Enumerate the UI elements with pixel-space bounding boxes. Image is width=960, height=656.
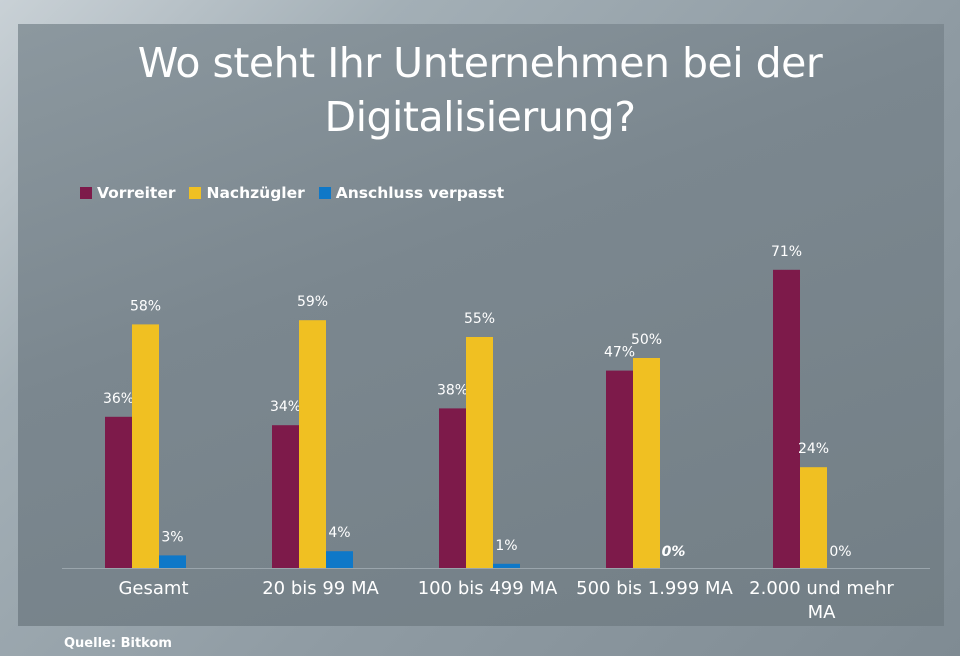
bar-vorreiter-100-bis-499-ma [439, 408, 466, 568]
legend-item-vorreiter: Vorreiter [80, 184, 175, 202]
bar-nachzuegler-20-bis-99-ma [299, 320, 326, 568]
legend-item-nachzuegler: Nachzügler [189, 184, 305, 202]
legend: Vorreiter Nachzügler Anschluss verpasst [80, 182, 518, 204]
bar-vorreiter-gesamt [105, 416, 132, 568]
legend-item-anschluss-verpasst: Anschluss verpasst [318, 184, 505, 202]
bar-anschluss-verpasst-20-bis-99-ma [326, 551, 353, 568]
category-label-20-bis-99-ma: 20 bis 99 MA [262, 578, 379, 599]
value-label-nachzuegler-100-bis-499-ma: 55% [464, 311, 495, 327]
legend-label-nachzuegler: Nachzügler [206, 184, 305, 202]
legend-swatch-nachzuegler [189, 187, 202, 199]
bar-vorreiter-500-bis-1-999-ma [606, 370, 633, 568]
chart-title: Wo steht Ihr Unternehmen bei der Digital… [0, 36, 960, 144]
bar-nachzuegler-2-000-und-mehr-ma [800, 467, 827, 568]
legend-swatch-vorreiter [80, 187, 92, 199]
value-label-vorreiter-20-bis-99-ma: 34% [270, 399, 301, 415]
source-note: Quelle: Bitkom [64, 636, 172, 651]
value-label-anschluss-verpasst-100-bis-499-ma: 1% [495, 538, 517, 554]
chart-title-line-1: Wo steht Ihr Unternehmen bei der [137, 39, 823, 87]
value-label-anschluss-verpasst-500-bis-1-999-ma: 0% [662, 544, 686, 560]
value-label-nachzuegler-500-bis-1-999-ma: 50% [631, 332, 662, 348]
legend-swatch-anschluss-verpasst [318, 187, 331, 199]
value-label-vorreiter-gesamt: 36% [103, 391, 134, 407]
category-label-100-bis-499-ma: 100 bis 499 MA [418, 578, 558, 599]
category-label-gesamt: Gesamt [118, 578, 188, 599]
category-label-2-000-und-mehr-ma-line-2: MA [808, 602, 837, 623]
bar-anschluss-verpasst-gesamt [159, 555, 186, 568]
value-label-anschluss-verpasst-gesamt: 3% [161, 529, 183, 545]
value-label-vorreiter-500-bis-1-999-ma: 47% [604, 345, 635, 361]
value-label-nachzuegler-2-000-und-mehr-ma: 24% [798, 441, 829, 457]
value-label-nachzuegler-gesamt: 58% [130, 298, 161, 314]
category-label-500-bis-1-999-ma: 500 bis 1.999 MA [576, 578, 733, 599]
value-label-nachzuegler-20-bis-99-ma: 59% [297, 294, 328, 310]
value-label-vorreiter-2-000-und-mehr-ma: 71% [771, 244, 802, 260]
chart-title-line-2: Digitalisierung? [324, 93, 636, 141]
legend-label-anschluss-verpasst: Anschluss verpasst [335, 184, 505, 202]
bar-vorreiter-2-000-und-mehr-ma [773, 269, 800, 568]
bar-vorreiter-20-bis-99-ma [272, 425, 299, 568]
value-label-vorreiter-100-bis-499-ma: 38% [437, 382, 468, 398]
value-label-anschluss-verpasst-20-bis-99-ma: 4% [328, 525, 350, 541]
bar-nachzuegler-500-bis-1-999-ma [633, 358, 660, 568]
category-label-2-000-und-mehr-ma-line-1: 2.000 und mehr [749, 578, 894, 599]
bar-nachzuegler-100-bis-499-ma [466, 337, 493, 568]
legend-label-vorreiter: Vorreiter [97, 184, 176, 202]
bar-nachzuegler-gesamt [132, 324, 159, 568]
value-label-anschluss-verpasst-2-000-und-mehr-ma: 0% [829, 544, 851, 560]
bar-anschluss-verpasst-100-bis-499-ma [493, 563, 520, 568]
